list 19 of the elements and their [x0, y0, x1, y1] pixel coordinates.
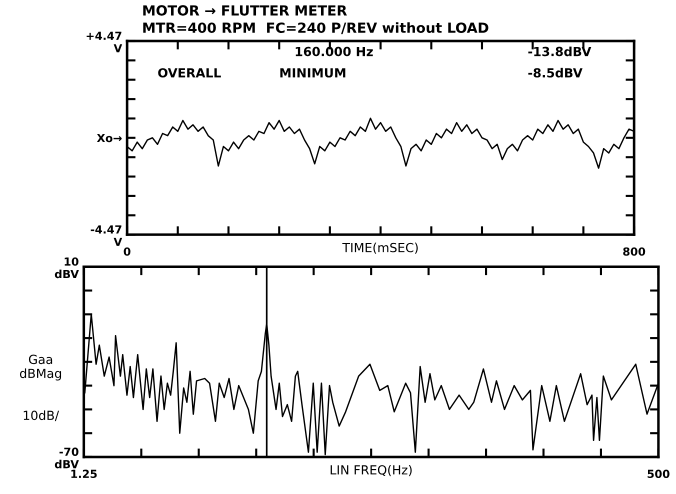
x-tick-label: 0 [124, 247, 130, 256]
x-tick-label: 500 [648, 470, 670, 478]
chart-subtitle: MTR=400 RPM FC=240 P/REV without LOAD [143, 22, 488, 34]
y-tick-label: 10 dBV [54, 257, 79, 278]
x-tick-label: 800 [623, 247, 646, 256]
y-tick-label: -70 dBV [54, 448, 79, 468]
x-axis-title: TIME(mSEC) [342, 242, 418, 254]
chart-title: MOTOR → FLUTTER METER [143, 5, 347, 16]
y-tick-label: +4.47 V [86, 32, 122, 52]
annotation: -8.5dBV [528, 68, 583, 78]
y-tick-label: -4.47 V [90, 225, 122, 246]
annotation: -13.8dBV [528, 46, 592, 56]
text: Gaa dBMag 10dB/ [20, 354, 62, 422]
x-tick-label: 1.25 [71, 470, 97, 478]
annotation: 160.000 Hz [296, 46, 373, 56]
annotation: OVERALL [158, 68, 221, 78]
annotation: MINIMUM [280, 68, 346, 78]
x-axis-title: LIN FREQ(Hz) [330, 464, 412, 476]
y-tick-label: Xo→ [96, 134, 122, 142]
